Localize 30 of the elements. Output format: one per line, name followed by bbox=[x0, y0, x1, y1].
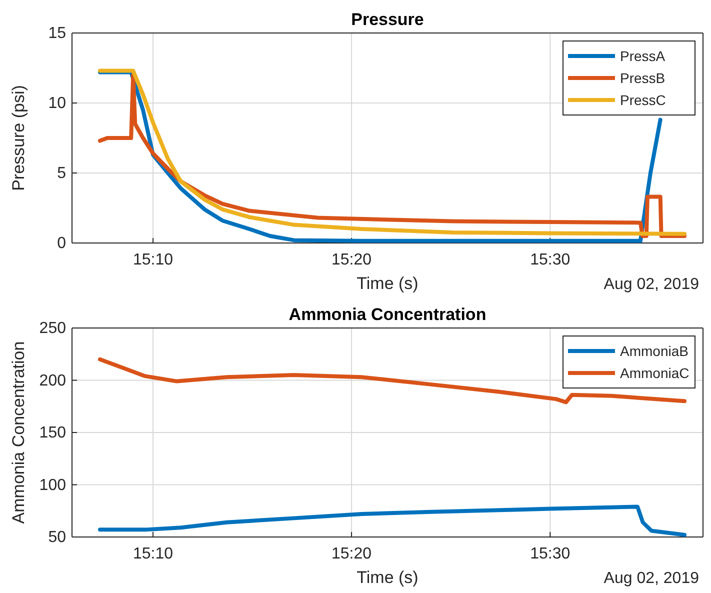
y-tick-label: 5 bbox=[57, 165, 66, 182]
y-axis-title: Pressure (psi) bbox=[9, 85, 28, 191]
y-tick-label: 200 bbox=[39, 372, 66, 390]
legend-label: PressC bbox=[620, 92, 666, 108]
y-tick-label: 15 bbox=[48, 25, 66, 42]
x-tick-label: 15:30 bbox=[530, 545, 570, 562]
text: Aug 02, 2019 bbox=[604, 276, 700, 293]
y-tick-label: 250 bbox=[39, 320, 66, 338]
line-series bbox=[98, 504, 687, 537]
legend-label: PressB bbox=[620, 70, 666, 86]
legend-label: PressA bbox=[620, 48, 666, 64]
y-axis-title: Ammonia Concentration bbox=[9, 341, 28, 524]
y-tick-label: 0 bbox=[57, 235, 66, 252]
x-axis-title: Time (s) bbox=[356, 568, 418, 587]
y-tick-label: 100 bbox=[39, 476, 66, 494]
x-tick-label: 15:10 bbox=[132, 545, 174, 562]
x-axis-title: Time (s) bbox=[356, 274, 418, 293]
y-tick-label: 50 bbox=[48, 529, 66, 546]
text: Aug 02, 2019 bbox=[604, 570, 700, 587]
x-tick-label: 15:20 bbox=[331, 251, 372, 268]
legend-label: AmmoniaB bbox=[620, 343, 688, 359]
chart-title: Ammonia Concentration bbox=[288, 305, 486, 324]
x-tick-label: 15:20 bbox=[331, 545, 372, 562]
legend-label: AmmoniaC bbox=[620, 365, 690, 381]
y-tick-label: 150 bbox=[39, 424, 66, 442]
x-tick-label: 15:30 bbox=[530, 251, 570, 268]
line-series bbox=[98, 357, 687, 404]
y-tick-label: 10 bbox=[48, 95, 66, 112]
x-tick-label: 15:10 bbox=[132, 251, 174, 268]
chart-title: Pressure bbox=[351, 10, 424, 29]
